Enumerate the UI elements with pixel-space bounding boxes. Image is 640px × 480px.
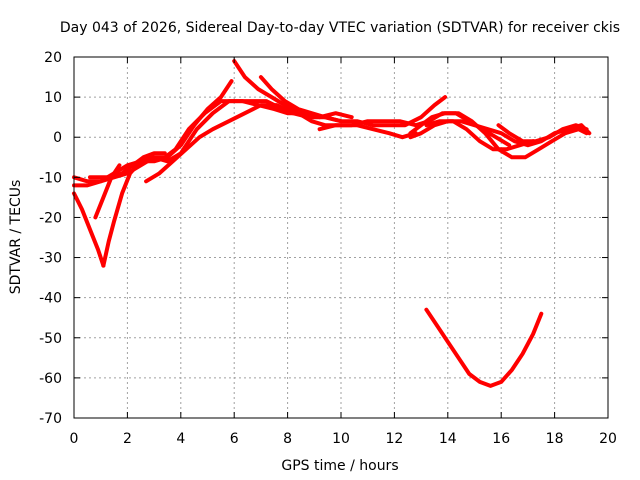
y-tick-label: -30 [39,251,62,267]
chart-title: Day 043 of 2026, Sidereal Day-to-day VTE… [60,20,620,36]
x-tick-label: 10 [332,431,350,447]
series-line-sat-o [424,307,544,388]
x-tick-label: 18 [546,431,564,447]
y-tick-label: 10 [44,90,62,106]
series-line-sat-m [424,119,536,152]
y-tick-label: -40 [39,291,62,307]
x-tick-label: 6 [230,431,239,447]
y-axis-label: SDTVAR / TECUs [8,180,24,295]
x-tick-label: 16 [492,431,510,447]
y-tick-label: -70 [39,411,62,427]
x-tick-label: 2 [123,431,132,447]
series-group [72,59,592,388]
y-tick-label: 0 [53,130,62,146]
x-tick-label: 8 [283,431,292,447]
x-tick-label: 4 [176,431,185,447]
y-tick-label: -50 [39,331,62,347]
series-line-sat-e [93,163,122,220]
x-tick-label: 0 [70,431,79,447]
series-line-sat-n [496,123,589,144]
x-tick-label: 12 [385,431,403,447]
axes: 0 2 4 6 8 10 12 14 16 18 20 -70 -60 -50 -40 -30 -20 -10 0 1… [39,50,617,447]
y-tick-label: -10 [39,170,62,186]
y-tick-label: 20 [44,50,62,66]
x-tick-label: 20 [599,431,617,447]
series-line-sat-g [88,151,167,180]
series-line-sat-h [232,59,418,140]
x-axis-label: GPS time / hours [281,458,398,474]
x-tick-label: 14 [439,431,457,447]
y-tick-label: -60 [39,371,62,387]
series-line-sat-d [72,79,234,188]
series-line-sat-a [72,191,106,268]
y-tick-label: -20 [39,210,62,226]
series-line-sat-i [258,75,448,128]
